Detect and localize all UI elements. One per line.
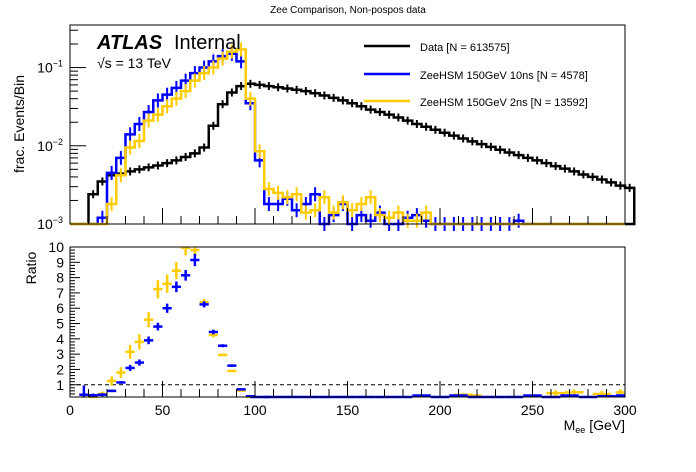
legend-label-data: Data [N = 613575]	[420, 42, 510, 54]
x-tick-label: 100	[243, 402, 267, 418]
x-tick-label: 0	[66, 402, 74, 418]
x-axis-label-main: M	[564, 417, 576, 433]
x-tick-label: 200	[428, 402, 452, 418]
y-tick-label: 2	[56, 361, 64, 377]
ratio-panel-frame	[69, 246, 626, 398]
y-axis-label-ratio: Ratio	[23, 251, 39, 284]
histogram-2ns	[70, 48, 625, 226]
legend-label-2ns: ZeeHSM 150GeV 2ns [N = 13592]	[420, 97, 588, 109]
x-tick-label: 150	[336, 402, 360, 418]
x-tick-label: 300	[613, 402, 637, 418]
chart-title: Zee Comparison, Non-pospos data	[270, 5, 426, 16]
x-axis-label-unit: [GeV]	[585, 417, 625, 433]
x-axis-label-sub: ee	[575, 425, 585, 435]
legend-label-10ns: ZeeHSM 150GeV 10ns [N = 4578]	[420, 70, 588, 82]
y-tick-label: 10−3	[37, 215, 63, 232]
y-tick-label: 8	[56, 270, 64, 286]
legend: Data [N = 613575] ZeeHSM 150GeV 10ns [N …	[364, 42, 588, 109]
y-tick-label: 1	[56, 377, 64, 393]
histogram-10ns	[70, 52, 625, 226]
main-panel: 10−3 10−2 10−1 frac. Events/Bin ATLAS Inte…	[11, 24, 636, 232]
energy-label: √s = 13 TeV	[97, 55, 172, 71]
y-tick-label: 10−1	[37, 59, 63, 76]
y-tick-label: 9	[56, 254, 64, 270]
y-tick-label: 3	[56, 346, 64, 362]
y-tick-label: 7	[56, 285, 64, 301]
x-axis-label: Mee [GeV]	[564, 417, 625, 435]
x-tick-label: 250	[521, 402, 545, 418]
y-tick-label: 4	[56, 331, 64, 347]
histogram-data	[87, 82, 636, 226]
y-tick-label: 10	[48, 239, 64, 255]
y-tick-label: 10−2	[37, 137, 63, 154]
y-tick-label: 6	[56, 300, 64, 316]
atlas-internal-label: Internal	[174, 32, 241, 54]
y-axis-label-main: frac. Events/Bin	[11, 75, 27, 173]
x-tick-label: 50	[155, 402, 171, 418]
y-tick-label: 5	[56, 316, 64, 332]
atlas-label: ATLAS	[96, 32, 163, 54]
